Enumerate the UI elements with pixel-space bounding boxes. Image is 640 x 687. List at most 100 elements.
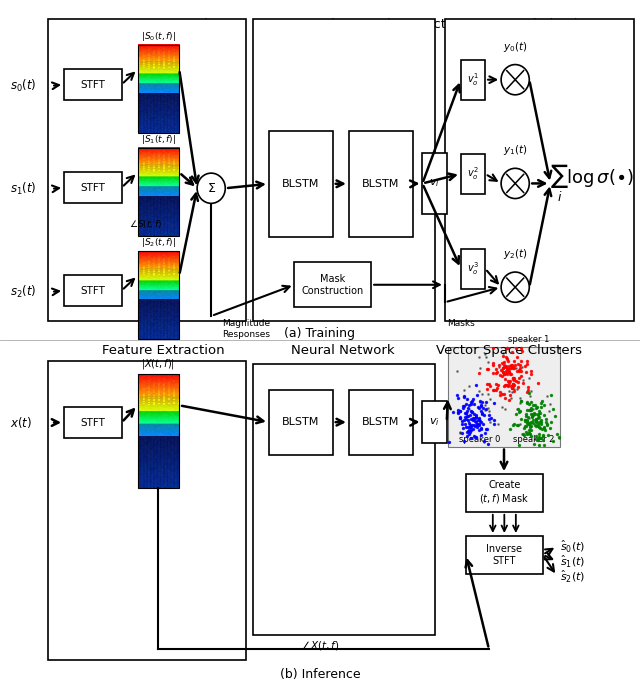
- Point: [552, 429, 562, 440]
- Bar: [138, 374, 179, 488]
- Text: $\hat{s}_1(t)$: $\hat{s}_1(t)$: [560, 553, 586, 570]
- Point: [484, 416, 495, 427]
- Bar: [64, 407, 122, 438]
- Point: [505, 424, 515, 435]
- Point: [468, 414, 479, 425]
- Point: [509, 380, 519, 391]
- Point: [481, 383, 492, 394]
- Point: [508, 361, 518, 372]
- Point: [461, 407, 472, 418]
- Point: [508, 373, 518, 384]
- Point: [525, 429, 536, 440]
- Point: [489, 414, 499, 425]
- Point: [455, 428, 465, 439]
- Point: [474, 419, 484, 430]
- Text: $x(t)$: $x(t)$: [10, 415, 31, 430]
- Point: [510, 359, 520, 370]
- Point: [518, 428, 528, 439]
- Point: [506, 360, 516, 371]
- Point: [467, 395, 477, 406]
- Text: Masks: Masks: [447, 319, 475, 328]
- Point: [506, 362, 516, 373]
- Point: [457, 419, 467, 430]
- Point: [522, 356, 532, 367]
- Point: [524, 425, 534, 436]
- Point: [474, 395, 484, 406]
- Point: [475, 363, 485, 374]
- Text: $v_o^3$: $v_o^3$: [467, 260, 479, 277]
- Point: [481, 396, 491, 407]
- Point: [492, 366, 502, 377]
- Point: [494, 361, 504, 372]
- Point: [526, 365, 536, 376]
- Point: [473, 401, 483, 412]
- Point: [522, 416, 532, 427]
- Point: [498, 350, 508, 361]
- Point: [545, 422, 556, 433]
- Bar: [64, 275, 122, 306]
- Point: [476, 401, 486, 412]
- Point: [484, 381, 495, 392]
- Point: [459, 385, 469, 396]
- Point: [467, 396, 477, 407]
- Point: [479, 405, 490, 416]
- Point: [495, 369, 505, 380]
- Text: Feature Extraction: Feature Extraction: [102, 18, 225, 30]
- Text: BLSTM: BLSTM: [282, 417, 319, 427]
- Text: BLSTM: BLSTM: [282, 179, 319, 189]
- Point: [502, 343, 512, 354]
- Point: [508, 379, 518, 390]
- Point: [495, 386, 506, 397]
- Text: speaker 0: speaker 0: [459, 436, 500, 444]
- Point: [523, 381, 533, 392]
- Point: [539, 439, 549, 450]
- Text: $\angle X(t,f)$: $\angle X(t,f)$: [301, 640, 339, 652]
- Point: [467, 420, 477, 431]
- Bar: [138, 148, 179, 236]
- Text: $\sum_i \log\sigma(\bullet)$: $\sum_i \log\sigma(\bullet)$: [550, 163, 634, 204]
- Point: [474, 352, 484, 363]
- Point: [525, 421, 536, 432]
- Point: [511, 365, 522, 376]
- Point: [526, 416, 536, 427]
- Point: [489, 397, 499, 408]
- Point: [532, 413, 543, 424]
- Point: [508, 363, 518, 374]
- Point: [531, 414, 541, 425]
- Point: [463, 411, 473, 422]
- Point: [534, 406, 545, 417]
- Point: [530, 409, 540, 420]
- Point: [472, 389, 483, 400]
- Point: [508, 381, 518, 392]
- Point: [545, 417, 556, 428]
- Point: [476, 430, 486, 441]
- Point: [504, 385, 514, 396]
- Point: [485, 393, 495, 404]
- Point: [524, 404, 534, 415]
- Point: [497, 366, 508, 377]
- Point: [526, 386, 536, 397]
- Point: [522, 419, 532, 430]
- Bar: [269, 131, 333, 237]
- Point: [468, 409, 479, 420]
- Point: [483, 363, 493, 374]
- Point: [531, 430, 541, 441]
- Point: [536, 419, 547, 430]
- Point: [522, 404, 532, 415]
- Text: $y_0(t)$: $y_0(t)$: [503, 40, 527, 54]
- Point: [538, 430, 548, 441]
- Point: [513, 381, 524, 392]
- Point: [501, 365, 511, 376]
- Point: [520, 415, 530, 426]
- Point: [537, 424, 547, 435]
- Point: [508, 372, 518, 383]
- Point: [502, 365, 512, 376]
- Point: [471, 379, 481, 390]
- Point: [465, 405, 476, 416]
- Point: [509, 385, 519, 396]
- Bar: [48, 19, 246, 321]
- Text: STFT: STFT: [81, 286, 105, 295]
- Point: [463, 414, 473, 425]
- Point: [465, 428, 475, 439]
- Point: [461, 430, 472, 441]
